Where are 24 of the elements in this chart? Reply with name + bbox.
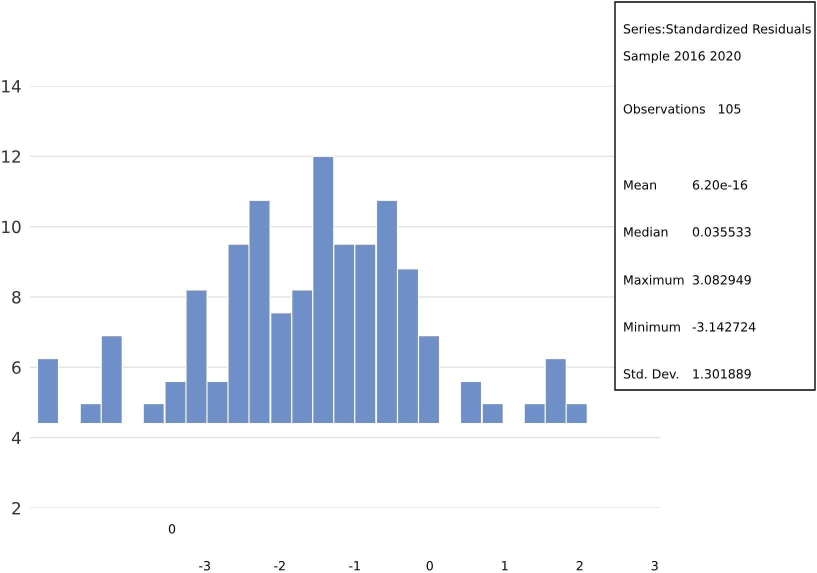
x-tick-label: -1 (349, 561, 360, 570)
y-tick-label: 6 (12, 361, 21, 374)
x-tick-label: -2 (274, 561, 285, 570)
annotation: Minimum -3.142724 (624, 322, 756, 332)
text: Sample 2016 2020 (624, 50, 741, 64)
text: 0 (168, 524, 176, 534)
annotation: Observations 105 (624, 104, 740, 114)
y-tick-label: 4 (12, 432, 21, 444)
y-tick-label: 2 (12, 502, 20, 514)
y-tick-label: 12 (2, 150, 20, 163)
x-tick-label: 1 (502, 561, 508, 570)
x-tick-label: 0 (426, 561, 433, 570)
text: Series:Standardized Residuals (624, 24, 811, 34)
y-tick-label: 14 (2, 80, 21, 92)
x-tick-label: 3 (652, 561, 658, 570)
text: Mean 6.20e-16 (624, 180, 748, 190)
annotation: Maximum 3.082949 (624, 274, 751, 285)
text: Std. Dev. 1.301889 (624, 368, 751, 379)
y-tick-label: 8 (12, 290, 21, 304)
x-tick-label: 2 (576, 561, 582, 570)
x-tick-label: -3 (199, 561, 210, 570)
bar (36, 358, 60, 424)
y-tick-label: 10 (2, 220, 21, 234)
text: Median 0.035533 (624, 226, 751, 237)
